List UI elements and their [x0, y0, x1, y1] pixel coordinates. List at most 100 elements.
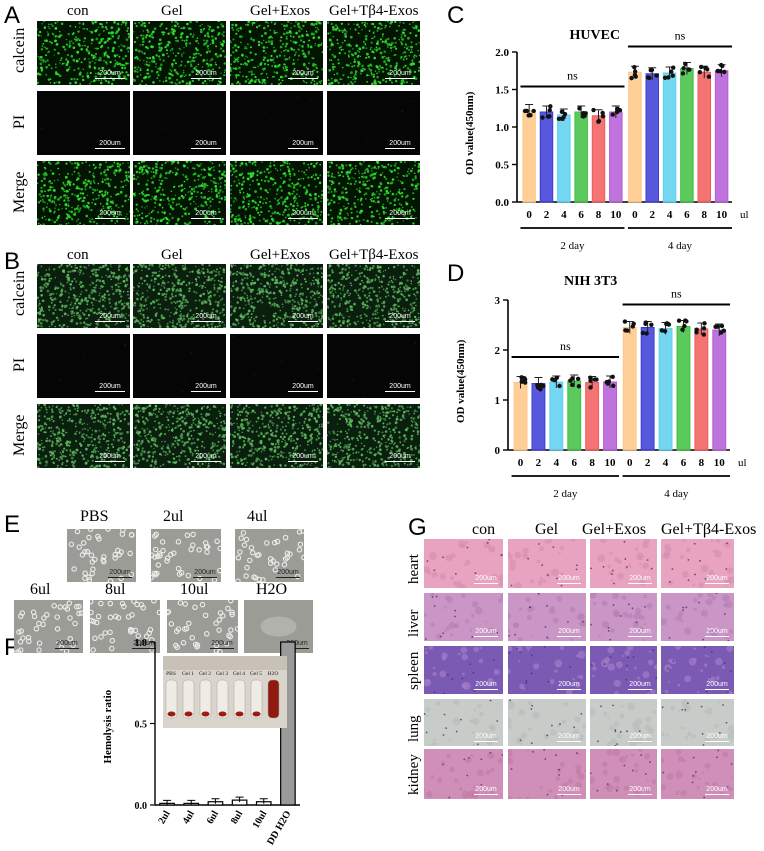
data-point: [524, 108, 530, 114]
scale-bar: 200um: [288, 70, 318, 79]
bar: [676, 326, 691, 451]
pellet: [235, 711, 244, 717]
scale-bar: 200um: [288, 383, 318, 392]
row-label: liver: [406, 609, 422, 638]
x-tick-label: 4: [554, 457, 560, 469]
scale-bar-line: [285, 648, 309, 649]
group-label: con: [67, 247, 89, 263]
tube-label: Gel 4: [233, 671, 245, 677]
pellet: [167, 711, 176, 717]
tube-label: Gel 5: [250, 671, 262, 677]
x-tick-label: 8: [589, 457, 595, 469]
row-label: heart: [406, 554, 422, 584]
micrograph-tile: 200um: [327, 264, 420, 328]
x-tick-label: 2: [645, 457, 651, 469]
panel-letter-e: E: [4, 511, 21, 538]
scale-bar: 200um: [705, 575, 729, 584]
tissue-tile: 200um: [424, 646, 503, 694]
data-point: [519, 375, 524, 380]
ns-label: ns: [567, 69, 578, 83]
micrograph-tile: 200um: [327, 334, 420, 398]
panel-letter-c: C: [447, 2, 465, 29]
scale-bar-label: 200um: [99, 313, 121, 320]
scale-bar-label: 200um: [706, 628, 728, 635]
bar: [658, 328, 673, 451]
row-label: Merge: [11, 414, 28, 456]
bar: [513, 382, 528, 451]
micrograph-tile: 200um: [133, 404, 226, 468]
tissue-tile: 200um: [590, 699, 657, 746]
scale-bar: 200um: [191, 210, 221, 219]
bar: [712, 329, 727, 451]
scale-bar-label: 200um: [389, 383, 411, 390]
data-point: [706, 74, 712, 79]
data-point: [577, 106, 582, 111]
micrograph-tile: 200um: [230, 264, 323, 328]
bar: [628, 71, 642, 203]
data-point: [701, 332, 707, 337]
tissue-tile: 200um: [590, 539, 657, 588]
micrograph-tile: 200um: [327, 404, 420, 468]
scale-bar: 200um: [95, 140, 125, 149]
tube-icon: [250, 679, 263, 719]
scale-bar-line: [628, 741, 652, 742]
scale-bar-label: 200um: [629, 575, 651, 582]
scale-bar-label: 200um: [292, 70, 314, 77]
data-point: [610, 374, 615, 380]
scale-bar-line: [95, 391, 125, 392]
y-axis-label: OD value(450nm): [464, 91, 476, 175]
scale-bar-label: 200um: [706, 733, 728, 740]
group-label: con: [472, 521, 496, 538]
scale-bar-line: [385, 391, 415, 392]
tissue-tile: 200um: [508, 749, 586, 799]
scale-bar-label: 200um: [629, 733, 651, 740]
scale-bar-line: [210, 648, 234, 649]
scale-bar-label: 200um: [292, 210, 314, 217]
scale-bar-label: 200um: [558, 575, 580, 582]
y-tick-label: 0.5: [495, 160, 509, 172]
row-label: PI: [11, 357, 28, 372]
data-point: [592, 377, 597, 382]
scale-bar-line: [557, 794, 581, 795]
scale-bar: 200um: [385, 210, 415, 219]
micrograph-tile: 200um: [67, 529, 136, 582]
scale-bar: 200um: [191, 453, 221, 462]
data-point: [548, 104, 553, 109]
data-point: [648, 67, 653, 73]
scale-bar: 200um: [385, 453, 415, 462]
row-label: Merge: [11, 171, 28, 213]
tissue-tile: 200um: [424, 699, 503, 746]
group-label: Gel: [161, 3, 183, 19]
data-point: [654, 73, 659, 78]
x-tick-label: 2ul: [156, 809, 172, 826]
x-tick-label: 0: [627, 457, 633, 469]
scale-bar-label: 200um: [629, 628, 651, 635]
x-tick-label: 10ul: [251, 809, 270, 831]
scale-bar: 200um: [95, 383, 125, 392]
data-point: [600, 110, 605, 116]
data-point: [596, 118, 602, 124]
data-point: [720, 63, 725, 69]
scale-bar-label: 200um: [706, 575, 728, 582]
group-label: Gel: [535, 521, 559, 538]
data-point: [666, 75, 671, 80]
scale-bar-line: [191, 321, 221, 322]
micrograph-tile: 200um: [167, 600, 238, 653]
tube-icon: [233, 679, 246, 719]
data-point: [719, 323, 725, 329]
pellet: [184, 711, 193, 717]
tube-icon: [199, 679, 212, 719]
x-tick-label: 0: [632, 209, 638, 221]
pellet: [252, 711, 261, 717]
scale-bar: 200um: [557, 628, 581, 637]
tube-icon: [165, 679, 178, 719]
scale-bar-label: 200um: [195, 210, 217, 217]
group-label: Gel: [161, 247, 183, 263]
scale-bar: 200um: [474, 786, 498, 795]
data-point: [535, 383, 540, 388]
data-point: [676, 318, 682, 323]
scale-bar: 200um: [132, 640, 156, 649]
data-point: [528, 112, 533, 118]
scale-bar-label: 200um: [558, 733, 580, 740]
scale-bar-line: [108, 577, 132, 578]
